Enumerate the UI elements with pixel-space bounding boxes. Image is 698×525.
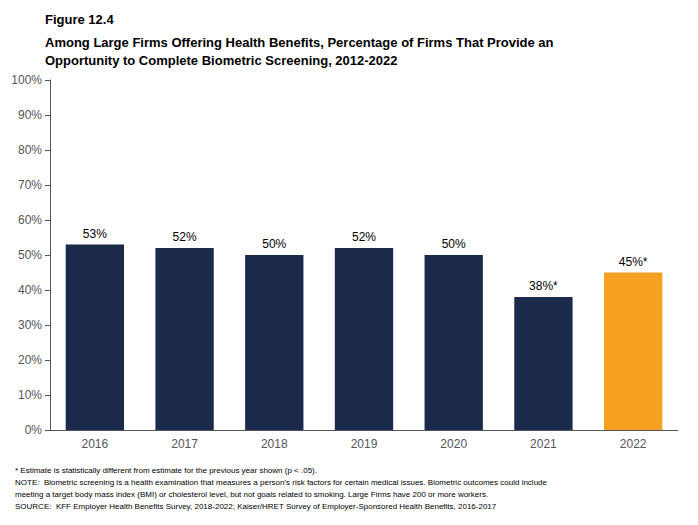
svg-text:Opportunity to Complete Biomet: Opportunity to Complete Biometric Screen… [45,53,398,68]
svg-text:2021: 2021 [530,437,557,451]
svg-text:50%: 50% [18,248,42,262]
svg-text:40%: 40% [18,283,42,297]
svg-text:60%: 60% [18,213,42,227]
svg-text:90%: 90% [18,108,42,122]
svg-text:2022: 2022 [620,437,647,451]
svg-text:Figure 12.4: Figure 12.4 [45,12,114,27]
svg-text:30%: 30% [18,318,42,332]
svg-text:2019: 2019 [351,437,378,451]
svg-text:53%: 53% [83,227,107,241]
svg-text:38%*: 38%* [529,279,558,293]
svg-text:20%: 20% [18,353,42,367]
svg-text:SOURCE: KFF Employer Health B: SOURCE: KFF Employer Health Benefits Sur… [15,502,497,511]
svg-text:2017: 2017 [171,437,198,451]
svg-text:10%: 10% [18,388,42,402]
svg-text:NOTE: Biometric screening is: NOTE: Biometric screening is a health ex… [15,478,548,487]
svg-text:2020: 2020 [440,437,467,451]
svg-text:2016: 2016 [82,437,109,451]
svg-text:70%: 70% [18,178,42,192]
svg-text:* Estimate is statistically di: * Estimate is statistically different fr… [15,466,317,475]
svg-text:Among Large Firms Offering Hea: Among Large Firms Offering Health Benefi… [45,35,554,50]
svg-text:50%: 50% [262,237,286,251]
svg-text:meeting a target body mass ind: meeting a target body mass index (BMI) o… [15,490,488,499]
svg-text:52%: 52% [173,230,197,244]
svg-text:80%: 80% [18,143,42,157]
svg-text:2018: 2018 [261,437,288,451]
svg-text:45%*: 45%* [619,255,648,269]
svg-text:50%: 50% [442,237,466,251]
svg-text:0%: 0% [25,423,43,437]
svg-text:52%: 52% [352,230,376,244]
svg-text:100%: 100% [11,73,42,87]
